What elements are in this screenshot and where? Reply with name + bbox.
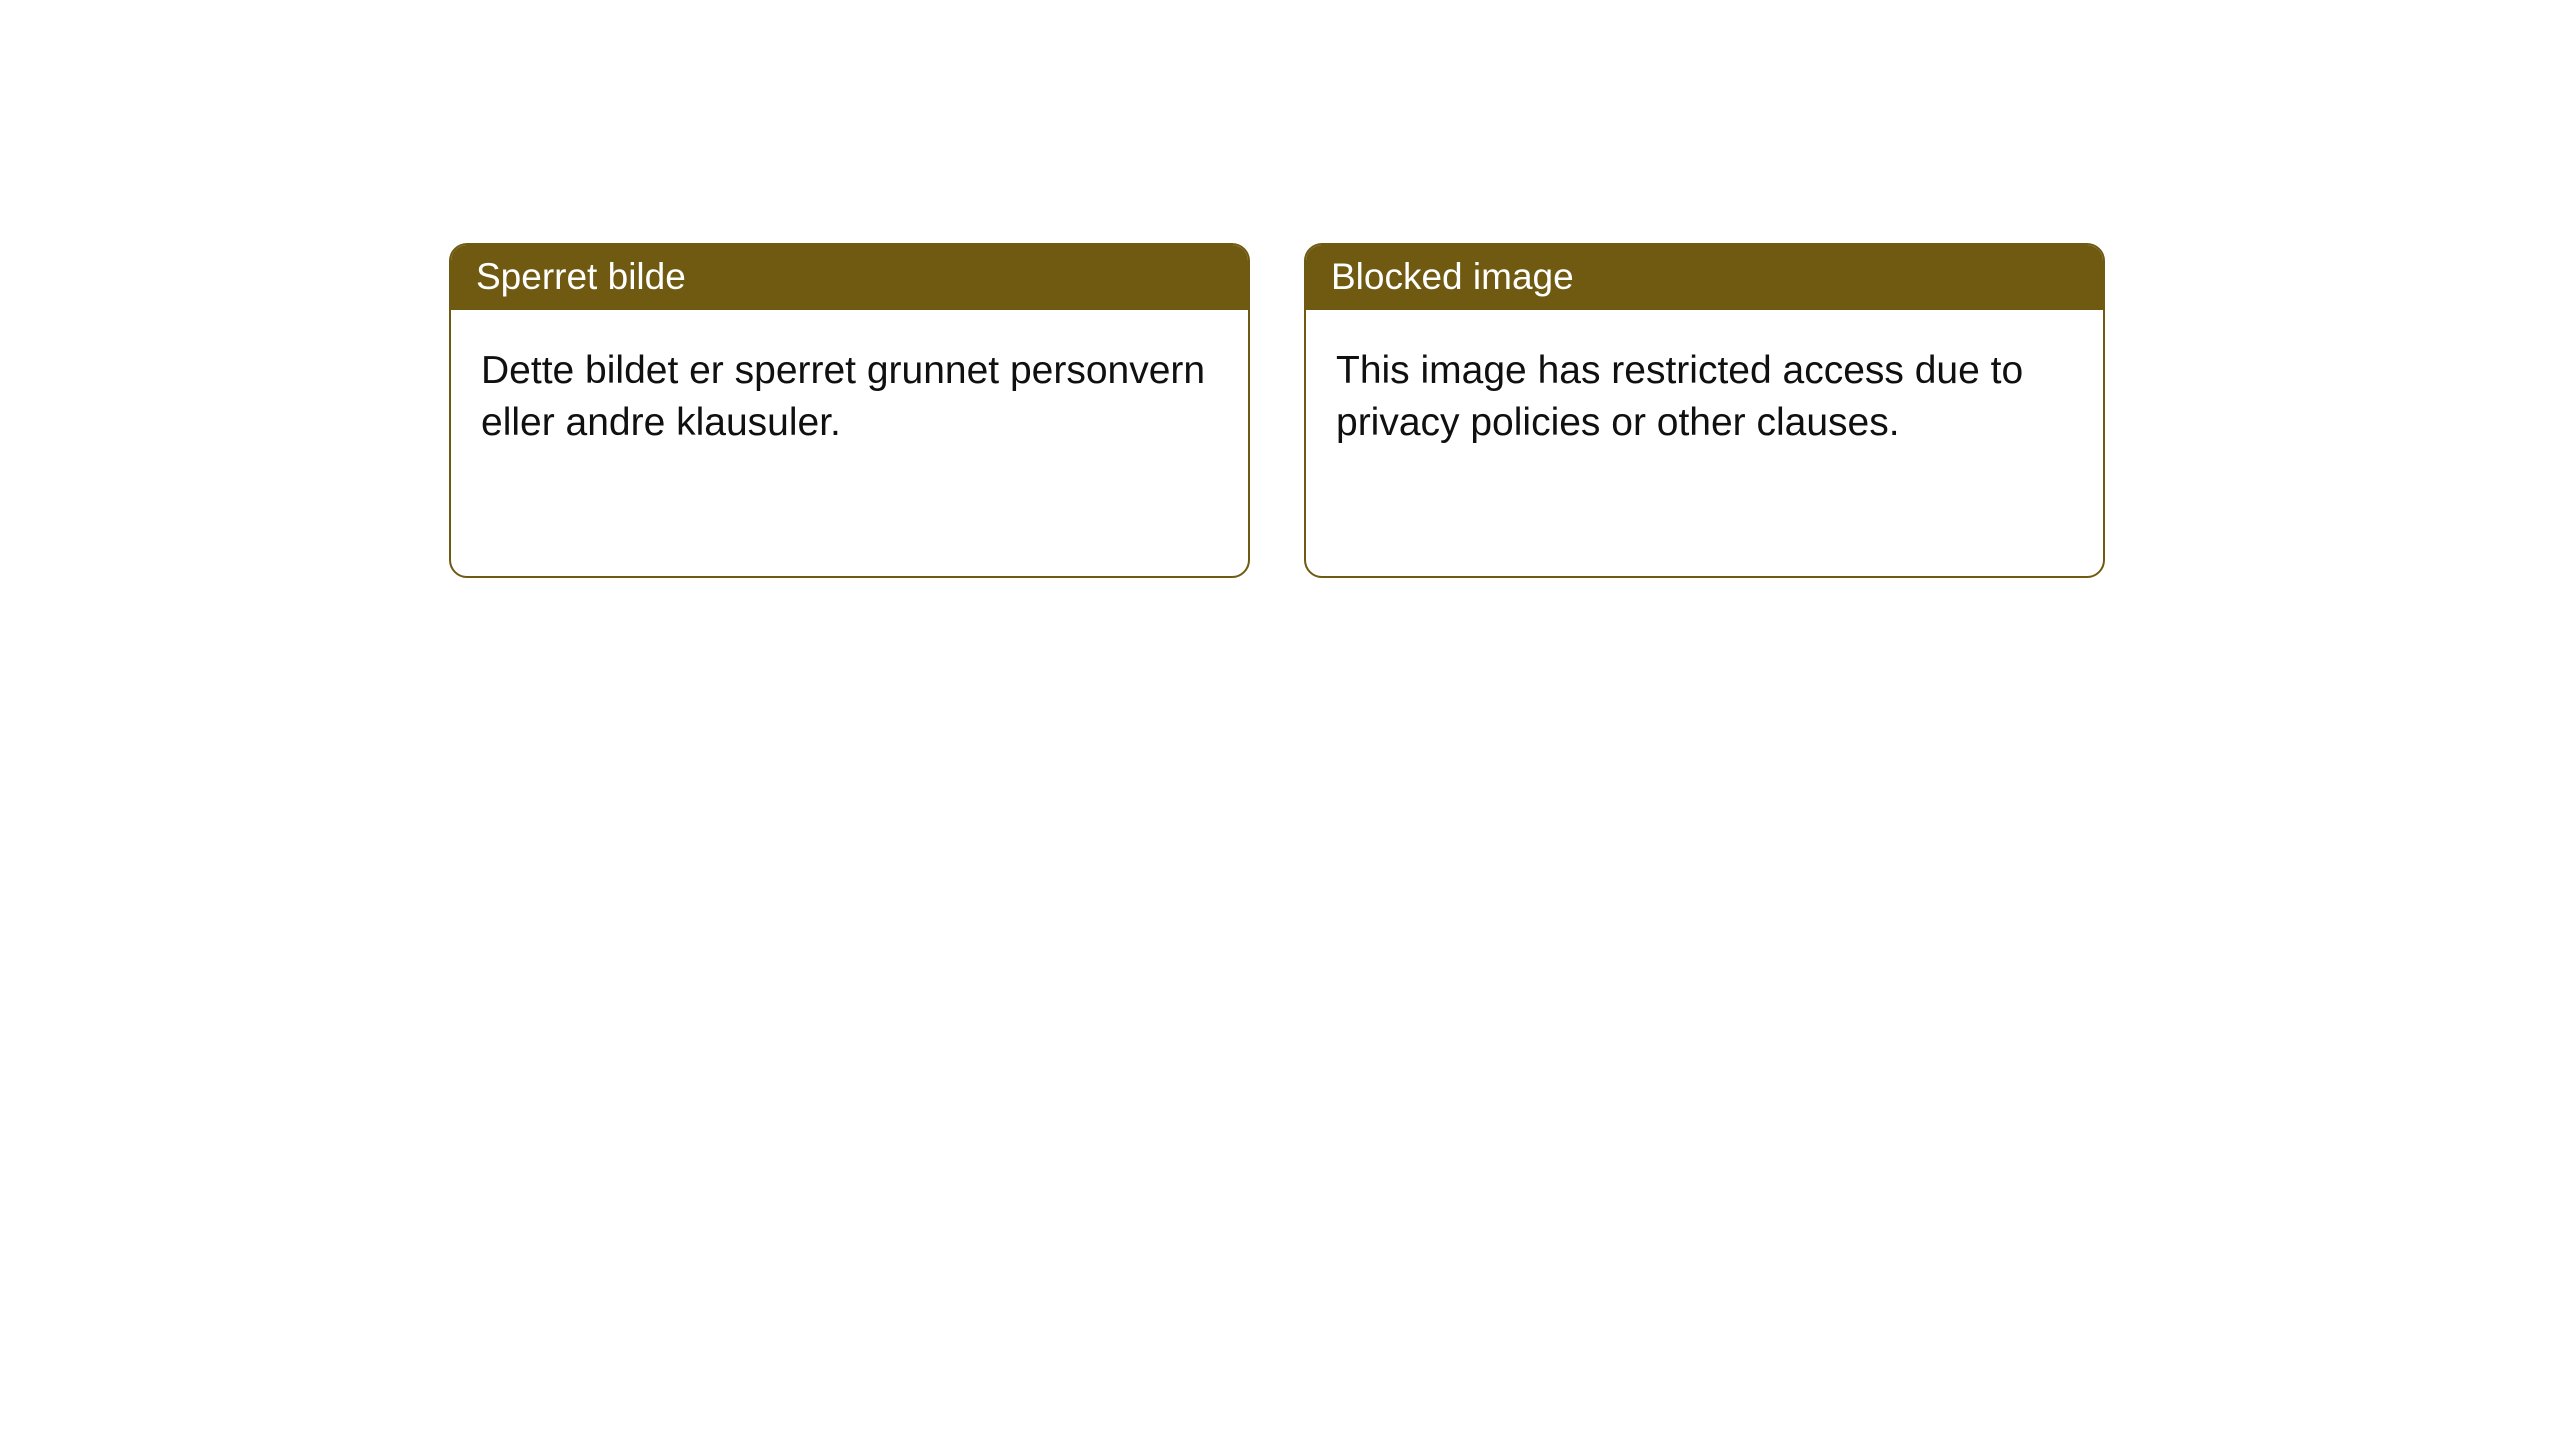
notice-title-text: Blocked image: [1331, 256, 1574, 297]
notice-body: This image has restricted access due to …: [1306, 310, 2103, 479]
notice-header: Blocked image: [1306, 245, 2103, 310]
notice-title-text: Sperret bilde: [476, 256, 686, 297]
notice-card-norwegian: Sperret bilde Dette bildet er sperret gr…: [449, 243, 1250, 578]
notice-card-english: Blocked image This image has restricted …: [1304, 243, 2105, 578]
notice-container: Sperret bilde Dette bildet er sperret gr…: [0, 0, 2560, 578]
notice-body-text: Dette bildet er sperret grunnet personve…: [481, 349, 1205, 444]
notice-body: Dette bildet er sperret grunnet personve…: [451, 310, 1248, 479]
notice-body-text: This image has restricted access due to …: [1336, 349, 2023, 444]
notice-header: Sperret bilde: [451, 245, 1248, 310]
